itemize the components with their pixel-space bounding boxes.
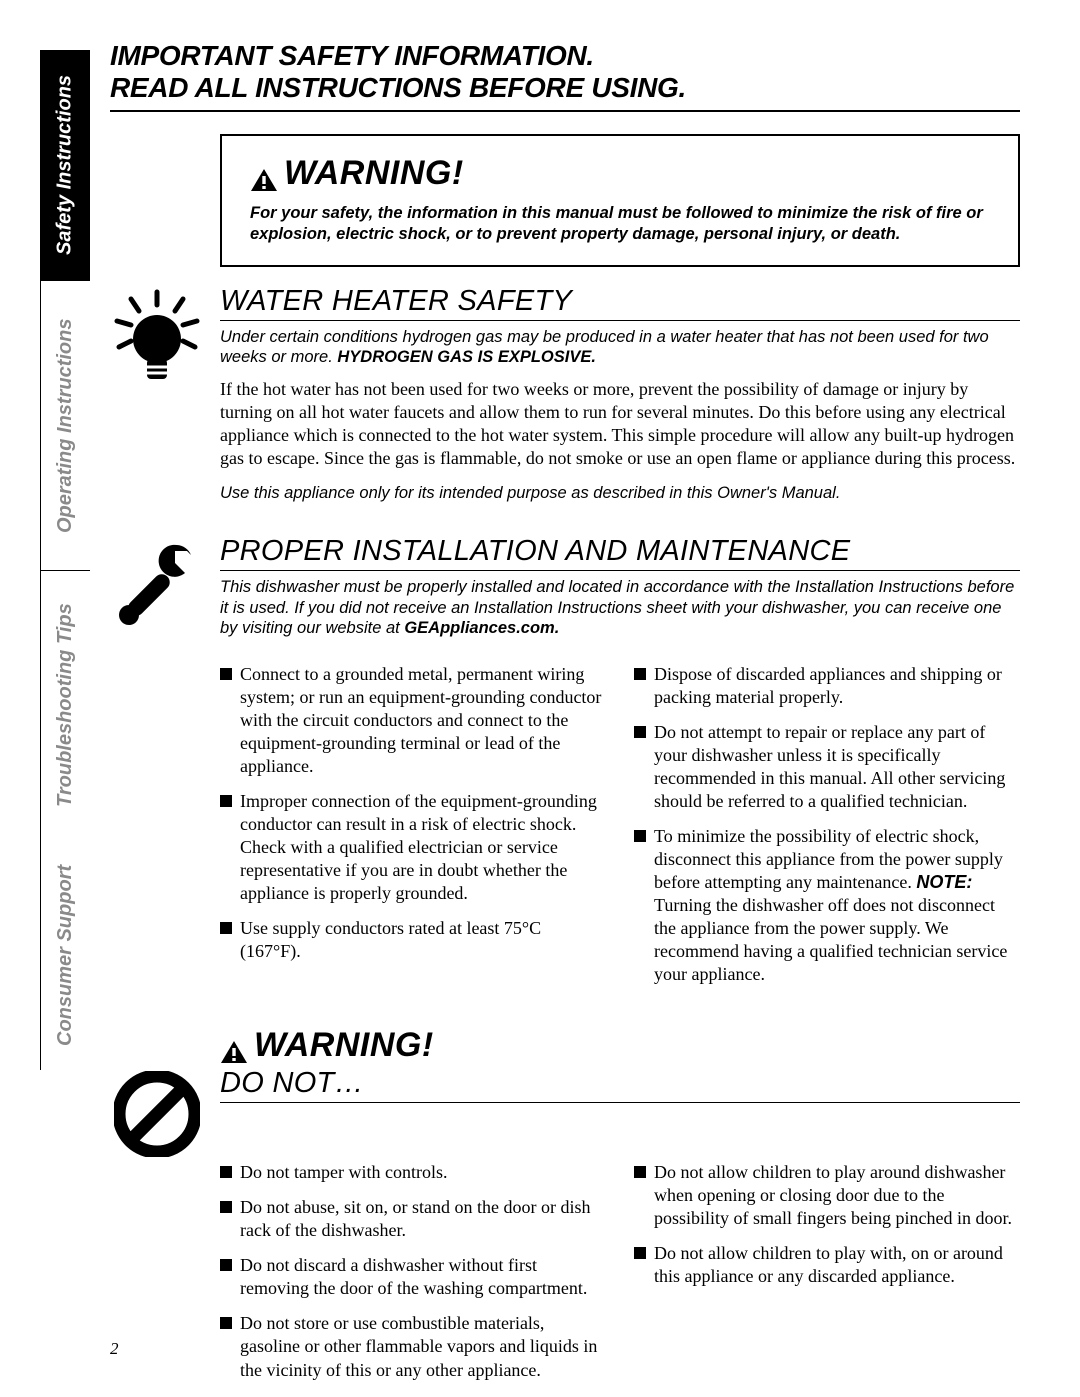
warning-box-text: For your safety, the information in this… (250, 203, 990, 244)
alert-triangle-icon (250, 162, 278, 186)
installation-bullets: Connect to a grounded metal, permanent w… (220, 663, 1020, 998)
water-heater-note: Use this appliance only for its intended… (220, 484, 1020, 503)
lightbulb-icon (110, 285, 204, 521)
bullet-item: Improper connection of the equipment-gro… (220, 790, 606, 905)
bullet-item: Do not store or use combustible material… (220, 1312, 606, 1381)
section-water-heater: WATER HEATER SAFETY Under certain condit… (110, 285, 1020, 521)
installation-lead: This dishwasher must be properly install… (220, 577, 1020, 639)
prohibit-icon (110, 1067, 204, 1157)
bullet-item: Do not attempt to repair or replace any … (634, 721, 1020, 813)
page-content: IMPORTANT SAFETY INFORMATION. READ ALL I… (110, 40, 1020, 1394)
warning-label-2: WARNING! (254, 1026, 434, 1065)
page-title: IMPORTANT SAFETY INFORMATION. READ ALL I… (110, 40, 1020, 112)
tab-operating-instructions[interactable]: Operating Instructions (40, 280, 90, 570)
installation-title: PROPER INSTALLATION AND MAINTENANCE (220, 535, 1020, 571)
section-installation: PROPER INSTALLATION AND MAINTENANCE This… (110, 535, 1020, 649)
bullet-item: Do not abuse, sit on, or stand on the do… (220, 1196, 606, 1242)
title-line-1: IMPORTANT SAFETY INFORMATION. (110, 40, 594, 71)
tab-consumer-support[interactable]: Consumer Support (40, 840, 90, 1070)
bullet-item: Do not tamper with controls. (220, 1161, 606, 1184)
bullet-item: To minimize the possibility of electric … (634, 825, 1020, 986)
bullet-item: Do not allow children to play with, on o… (634, 1242, 1020, 1288)
title-line-2: READ ALL INSTRUCTIONS BEFORE USING. (110, 72, 686, 103)
bullet-item: Do not discard a dishwasher without firs… (220, 1254, 606, 1300)
wrench-icon (110, 535, 204, 649)
alert-triangle-icon (220, 1034, 248, 1058)
water-heater-title: WATER HEATER SAFETY (220, 285, 1020, 321)
warning-heading-donot: WARNING! (220, 1026, 1020, 1065)
bullet-item: Connect to a grounded metal, permanent w… (220, 663, 606, 778)
bullet-item: Use supply conductors rated at least 75°… (220, 917, 606, 963)
bullet-item: Dispose of discarded appliances and ship… (634, 663, 1020, 709)
donot-bullets: Do not tamper with controls. Do not abus… (220, 1161, 1020, 1393)
warning-label: WARNING! (284, 154, 464, 193)
water-heater-lead: Under certain conditions hydrogen gas ma… (220, 327, 1020, 368)
water-heater-body: If the hot water has not been used for t… (220, 378, 1020, 470)
page-number: 2 (110, 1339, 119, 1359)
donot-title: DO NOT… (220, 1067, 1020, 1103)
sidebar-tabs: Safety Instructions Operating Instructio… (40, 50, 90, 1330)
warning-box: WARNING! For your safety, the informatio… (220, 134, 1020, 266)
section-donot: DO NOT… (110, 1067, 1020, 1157)
warning-heading: WARNING! (250, 154, 990, 193)
bullet-item: Do not allow children to play around dis… (634, 1161, 1020, 1230)
tab-troubleshooting-tips[interactable]: Troubleshooting Tips (40, 570, 90, 840)
tab-safety-instructions[interactable]: Safety Instructions (40, 50, 90, 280)
